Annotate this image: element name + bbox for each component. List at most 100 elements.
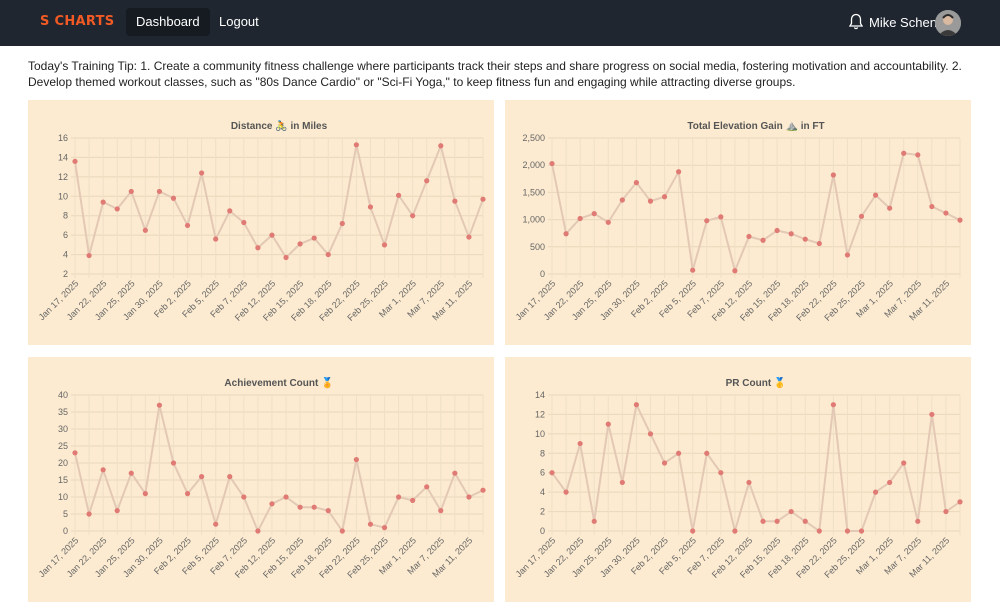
data-point[interactable] (241, 219, 247, 226)
data-point[interactable] (774, 227, 780, 234)
data-point[interactable] (184, 222, 191, 229)
data-point[interactable] (760, 237, 766, 243)
data-point[interactable] (170, 195, 177, 201)
data-point[interactable] (661, 194, 668, 200)
data-point[interactable] (325, 508, 331, 514)
data-point[interactable] (353, 457, 359, 463)
data-point[interactable] (142, 491, 148, 497)
data-point[interactable] (156, 402, 163, 408)
data-point[interactable] (114, 206, 120, 212)
data-point[interactable] (816, 240, 822, 247)
data-point[interactable] (605, 421, 611, 427)
data-point[interactable] (718, 214, 724, 220)
data-point[interactable] (746, 479, 752, 486)
data-point[interactable] (86, 252, 92, 259)
data-point[interactable] (887, 205, 893, 211)
data-point[interactable] (466, 494, 472, 500)
data-point[interactable] (142, 227, 148, 233)
data-point[interactable] (661, 460, 668, 466)
data-point[interactable] (957, 499, 963, 505)
data-point[interactable] (704, 450, 710, 456)
data-point[interactable] (297, 241, 303, 247)
data-point[interactable] (844, 252, 851, 258)
data-point[interactable] (802, 236, 808, 242)
data-point[interactable] (255, 245, 261, 251)
data-point[interactable] (676, 169, 682, 175)
data-point[interactable] (395, 494, 402, 500)
data-point[interactable] (184, 491, 191, 497)
data-point[interactable] (746, 233, 752, 240)
data-point[interactable] (424, 178, 430, 184)
data-point[interactable] (72, 158, 78, 164)
data-point[interactable] (269, 501, 275, 507)
data-point[interactable] (901, 460, 907, 466)
data-point[interactable] (549, 160, 555, 167)
data-point[interactable] (283, 254, 289, 261)
data-point[interactable] (577, 215, 583, 222)
data-point[interactable] (367, 521, 374, 527)
data-point[interactable] (774, 518, 780, 524)
data-point[interactable] (647, 431, 654, 437)
data-point[interactable] (732, 528, 738, 534)
data-point[interactable] (830, 172, 836, 178)
data-point[interactable] (619, 197, 625, 203)
data-point[interactable] (858, 528, 865, 534)
data-point[interactable] (213, 521, 219, 527)
data-point[interactable] (283, 494, 289, 500)
app-logo[interactable]: S CHARTS (40, 14, 115, 29)
data-point[interactable] (802, 518, 808, 524)
data-point[interactable] (732, 268, 738, 274)
data-point[interactable] (915, 518, 921, 524)
data-point[interactable] (480, 196, 486, 202)
data-point[interactable] (170, 460, 177, 466)
data-point[interactable] (480, 487, 486, 493)
data-point[interactable] (915, 152, 921, 158)
data-point[interactable] (100, 467, 106, 473)
data-point[interactable] (943, 210, 949, 216)
data-point[interactable] (213, 236, 219, 242)
data-point[interactable] (325, 251, 331, 258)
data-point[interactable] (128, 188, 134, 195)
data-point[interactable] (311, 235, 317, 241)
data-point[interactable] (563, 489, 569, 495)
data-point[interactable] (549, 470, 555, 476)
data-point[interactable] (353, 142, 359, 148)
data-point[interactable] (816, 528, 822, 534)
data-point[interactable] (830, 402, 836, 408)
data-point[interactable] (86, 511, 92, 517)
data-point[interactable] (241, 494, 247, 500)
data-point[interactable] (633, 402, 640, 408)
data-point[interactable] (591, 211, 597, 217)
data-point[interactable] (156, 188, 163, 195)
data-point[interactable] (311, 504, 317, 510)
data-point[interactable] (563, 231, 569, 237)
data-point[interactable] (633, 180, 640, 186)
data-point[interactable] (367, 204, 374, 210)
data-point[interactable] (438, 508, 444, 514)
data-point[interactable] (690, 528, 696, 534)
bell-icon[interactable] (848, 13, 864, 31)
data-point[interactable] (410, 497, 416, 503)
user-name[interactable]: Mike Schen (869, 15, 937, 30)
data-point[interactable] (297, 504, 303, 510)
data-point[interactable] (676, 450, 682, 456)
data-point[interactable] (943, 508, 949, 515)
data-point[interactable] (410, 213, 416, 219)
data-point[interactable] (72, 450, 78, 456)
data-point[interactable] (760, 518, 766, 524)
avatar[interactable] (935, 10, 961, 36)
data-point[interactable] (227, 474, 233, 480)
data-point[interactable] (690, 267, 696, 273)
data-point[interactable] (466, 234, 472, 240)
data-point[interactable] (605, 219, 611, 225)
data-point[interactable] (227, 208, 233, 214)
data-point[interactable] (591, 518, 597, 524)
nav-dashboard-button[interactable]: Dashboard (126, 8, 210, 36)
nav-logout-button[interactable]: Logout (219, 14, 259, 29)
data-point[interactable] (100, 199, 106, 205)
data-point[interactable] (858, 213, 865, 219)
data-point[interactable] (452, 470, 458, 476)
data-point[interactable] (619, 479, 625, 486)
data-point[interactable] (788, 231, 794, 237)
data-point[interactable] (395, 192, 402, 198)
